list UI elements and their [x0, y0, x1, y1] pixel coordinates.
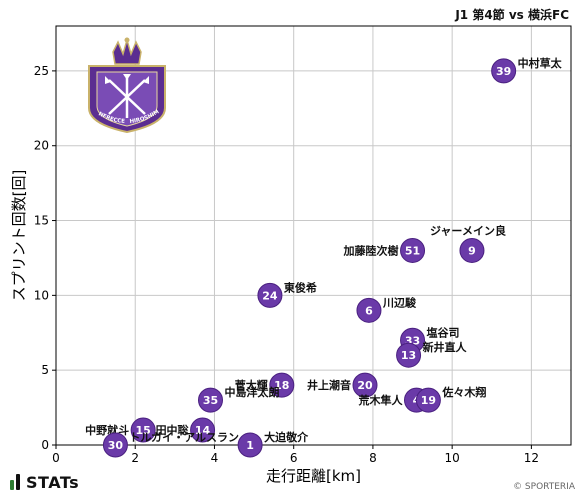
player-number: 9	[468, 244, 476, 257]
player-number: 19	[421, 394, 436, 407]
point-marker	[198, 387, 223, 413]
player-point: 9 ジャーメイン良	[430, 223, 506, 263]
player-point: 39 中村草太	[491, 56, 563, 84]
player-point: 30 トルガイ・アルスラン	[102, 430, 239, 458]
copyright-text: © SPORTERIA	[513, 482, 575, 492]
point-marker	[415, 387, 441, 413]
player-point: 18 菅大輝	[235, 372, 295, 398]
player-point: 13 新井直人	[396, 340, 468, 368]
player-number: 39	[496, 65, 511, 78]
player-number: 35	[203, 394, 218, 407]
player-point: 20 井上潮音	[307, 372, 378, 398]
player-name-label: 中村草太	[518, 56, 563, 70]
point-marker	[459, 237, 485, 263]
player-point: 1 大迫敬介	[237, 430, 309, 458]
player-number: 18	[274, 379, 289, 392]
player-name-label: 大迫敬介	[264, 430, 309, 444]
point-marker	[257, 282, 283, 308]
player-number: 15	[135, 424, 150, 437]
match-title: J1 第4節 vs 横浜FC	[455, 8, 569, 22]
player-name-label: ジャーメイン良	[430, 223, 506, 237]
player-name-label: 井上潮音	[307, 378, 351, 392]
y-tick-label: 25	[34, 64, 49, 78]
y-tick-label: 5	[41, 363, 49, 377]
stats-logo: STATs	[10, 472, 79, 492]
player-name-label: 塩谷司	[427, 325, 460, 339]
y-tick-label: 10	[34, 288, 49, 302]
player-point: 14 田中聡	[156, 417, 216, 443]
player-point: 35 中島洋太朗	[198, 385, 280, 413]
player-number: 24	[262, 289, 278, 302]
player-name-label: 川辺駿	[382, 295, 417, 309]
player-name-label: 荒木隼人	[358, 393, 404, 407]
y-tick-label: 0	[41, 438, 49, 452]
point-marker	[491, 58, 517, 84]
player-point: 6 川辺駿	[356, 295, 417, 323]
x-tick-label: 12	[524, 451, 539, 465]
x-tick-label: 4	[211, 451, 219, 465]
point-marker	[396, 342, 422, 368]
x-tick-label: 10	[445, 451, 460, 465]
player-number: 51	[405, 244, 420, 257]
player-name-label: 加藤陸次樹	[343, 243, 399, 257]
point-marker	[269, 372, 295, 398]
x-tick-label: 8	[369, 451, 377, 465]
x-axis-label: 走行距離[km]	[266, 467, 361, 485]
player-name-label: トルガイ・アルスラン	[129, 430, 239, 444]
point-marker	[400, 237, 426, 263]
player-name-label: 中島洋太朗	[225, 385, 280, 399]
x-tick-label: 6	[290, 451, 298, 465]
point-marker	[130, 417, 156, 443]
player-number: 14	[195, 424, 211, 437]
point-marker	[237, 432, 263, 458]
point-marker	[356, 297, 382, 323]
player-name-label: 佐々木翔	[441, 385, 486, 399]
player-point: 51 加藤陸次樹	[343, 237, 426, 263]
player-name-label: 田中聡	[156, 423, 189, 437]
y-tick-label: 20	[34, 139, 49, 153]
player-number: 13	[401, 349, 416, 362]
point-marker	[102, 432, 128, 458]
player-number: 30	[108, 439, 124, 452]
brand-name: STATs	[26, 472, 80, 492]
player-number: 1	[246, 439, 254, 452]
x-tick-label: 0	[52, 451, 60, 465]
point-marker	[190, 417, 216, 443]
player-name-label: 新井直人	[423, 340, 468, 354]
player-point: 19 佐々木翔	[415, 385, 486, 413]
point-marker	[352, 372, 378, 398]
player-point: 24 東俊希	[257, 280, 317, 308]
player-number: 20	[357, 379, 373, 392]
stats-bars-icon	[10, 474, 20, 490]
y-tick-label: 15	[34, 214, 49, 228]
x-tick-label: 2	[131, 451, 139, 465]
plot-frame	[55, 25, 572, 446]
player-name-label: 東俊希	[284, 280, 317, 294]
club-crest-logo: SANFRECCE HIROSHIMA	[88, 37, 166, 134]
player-name-label: 菅大輝	[235, 378, 268, 392]
y-axis-label: スプリント回数[回]	[10, 170, 28, 302]
player-number: 6	[365, 304, 373, 317]
